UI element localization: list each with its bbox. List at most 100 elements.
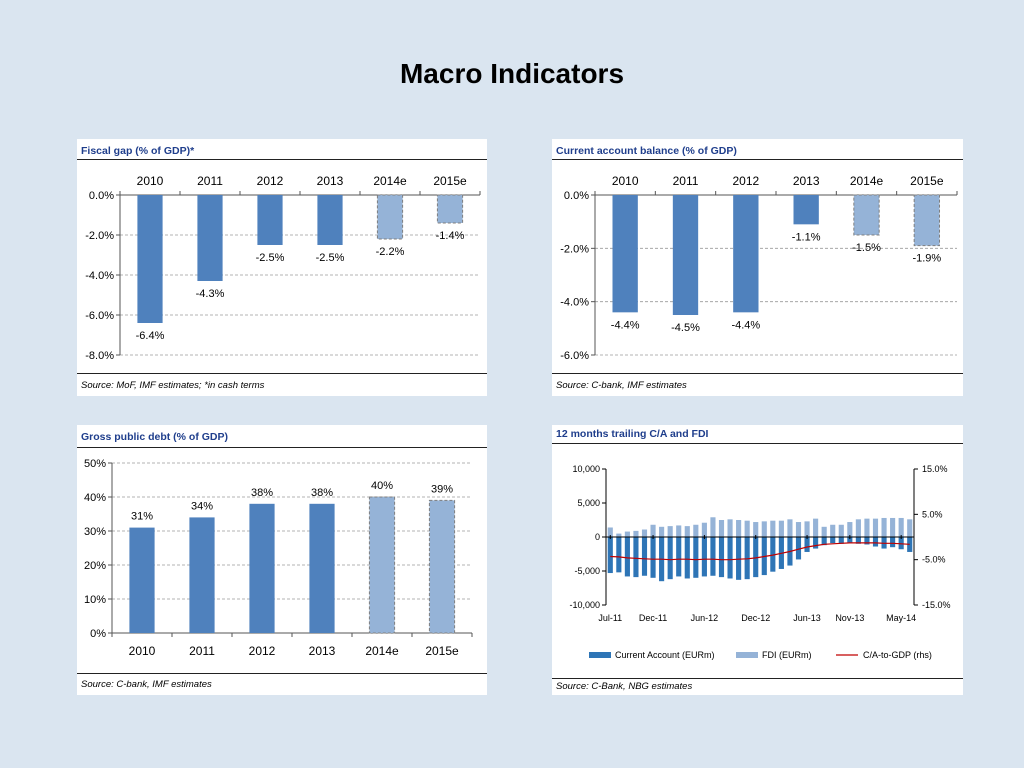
data-label: 31% bbox=[131, 511, 153, 523]
fiscal-gap-panel: Fiscal gap (% of GDP)* 0.0% -2.0% -4.0% -6.… bbox=[77, 139, 487, 396]
fdi-bar bbox=[641, 529, 648, 537]
bar bbox=[317, 195, 343, 245]
x-tick-label: Jun-13 bbox=[793, 613, 821, 623]
ca-to-gdp-line bbox=[610, 542, 910, 561]
current-account-bar bbox=[701, 537, 707, 577]
fdi-bar bbox=[881, 517, 887, 537]
bar bbox=[612, 195, 638, 313]
current-account-bar bbox=[676, 537, 682, 577]
fdi-bar bbox=[778, 520, 784, 537]
y-tick-label: -5,000 bbox=[574, 566, 600, 576]
fdi-bar bbox=[736, 520, 742, 537]
bar bbox=[913, 194, 941, 247]
current-account-bar bbox=[641, 537, 648, 576]
data-label: -2.5% bbox=[316, 252, 345, 264]
current-account-bar bbox=[693, 537, 699, 578]
fdi-bar bbox=[795, 522, 802, 537]
legend-label: FDI (EURm) bbox=[762, 650, 812, 660]
y-tick-label: 10,000 bbox=[572, 464, 600, 474]
y2-tick-label: 15.0% bbox=[922, 464, 948, 474]
fdi-bar bbox=[718, 520, 725, 537]
bar bbox=[853, 194, 880, 236]
data-label: 40% bbox=[371, 480, 393, 492]
y-tick-label: -4.0% bbox=[560, 297, 589, 309]
trailing-ca-fdi-panel: 12 months trailing C/A and FDI 10,000 5,0… bbox=[552, 425, 963, 695]
legend-swatch-fdi bbox=[736, 652, 758, 658]
trailing-ca-fdi-source: Source: C-Bank, NBG estimates bbox=[556, 681, 693, 692]
title-rule bbox=[77, 447, 487, 448]
public-debt-title: Gross public debt (% of GDP) bbox=[81, 431, 229, 443]
title-rule bbox=[77, 159, 487, 160]
current-account-bar bbox=[736, 537, 742, 580]
category-label: 2014e bbox=[365, 644, 399, 658]
bar bbox=[137, 195, 163, 323]
y-tick-label: -4.0% bbox=[85, 270, 114, 282]
fdi-bar bbox=[787, 519, 793, 537]
current-account-bar bbox=[650, 537, 656, 578]
data-label: -4.3% bbox=[196, 288, 225, 300]
x-tick-label: Jun-12 bbox=[691, 613, 719, 623]
public-debt-source: Source: C-bank, IMF estimates bbox=[81, 679, 212, 690]
fdi-bar bbox=[804, 521, 810, 537]
fdi-bar bbox=[821, 526, 827, 537]
bar bbox=[733, 195, 759, 313]
fdi-bar bbox=[838, 524, 844, 537]
current-account-bar bbox=[710, 537, 716, 576]
current-account-bar bbox=[847, 537, 853, 543]
current-account-bar bbox=[607, 537, 613, 574]
data-label: -2.2% bbox=[376, 246, 405, 258]
x-tick-label: Dec-12 bbox=[741, 613, 770, 623]
bar bbox=[672, 195, 699, 315]
current-account-bar bbox=[907, 537, 913, 552]
fiscal-gap-chart: 0.0% -2.0% -4.0% -6.0% -8.0% 2010 -6.4% 2011 -4.… bbox=[85, 174, 481, 362]
category-label: 2010 bbox=[612, 174, 639, 188]
current-account-bar bbox=[718, 537, 725, 578]
category-label: 2011 bbox=[197, 174, 223, 188]
fdi-bar bbox=[855, 519, 861, 537]
bar bbox=[257, 195, 283, 245]
category-label: 2010 bbox=[129, 644, 156, 658]
page-title: Macro Indicators bbox=[399, 58, 625, 89]
data-label: -1.4% bbox=[436, 230, 465, 242]
current-account-bar bbox=[727, 537, 733, 579]
current-account-bar bbox=[616, 537, 622, 573]
fdi-bar bbox=[650, 524, 656, 537]
category-label: 2011 bbox=[189, 644, 215, 658]
fdi-bar bbox=[633, 530, 639, 537]
y-tick-label: 30% bbox=[84, 526, 106, 538]
current-account-bar bbox=[770, 537, 776, 572]
y-tick-label: 0 bbox=[595, 532, 600, 542]
data-label: 39% bbox=[431, 483, 453, 495]
current-account-panel: Current account balance (% of GDP) 0.0% -… bbox=[552, 139, 963, 396]
y-tick-label: 5,000 bbox=[577, 498, 600, 508]
data-label: 34% bbox=[191, 500, 213, 512]
y-tick-label: 10% bbox=[84, 594, 106, 606]
category-label: 2015e bbox=[425, 644, 459, 658]
title-rule bbox=[552, 443, 963, 444]
bar bbox=[189, 517, 215, 633]
category-label: 2014e bbox=[373, 174, 407, 188]
legend-label: C/A-to-GDP (rhs) bbox=[863, 650, 932, 660]
current-account-bar bbox=[830, 537, 836, 544]
fdi-bar bbox=[616, 533, 622, 537]
category-label: 2015e bbox=[433, 174, 467, 188]
fdi-bar bbox=[710, 517, 716, 537]
current-account-bar bbox=[795, 537, 802, 560]
fdi-bar bbox=[676, 525, 682, 537]
current-account-bar bbox=[864, 537, 870, 545]
current-account-bar bbox=[744, 537, 750, 580]
fiscal-gap-title: Fiscal gap (% of GDP)* bbox=[81, 145, 195, 157]
bar bbox=[129, 527, 155, 633]
category-label: 2012 bbox=[732, 174, 759, 188]
current-account-bar bbox=[804, 537, 810, 552]
x-tick-label: May-14 bbox=[886, 613, 916, 623]
current-account-bar bbox=[872, 537, 879, 547]
current-account-bar bbox=[624, 537, 630, 577]
fdi-bar bbox=[659, 526, 665, 537]
fiscal-gap-source: Source: MoF, IMF estimates; *in cash ter… bbox=[81, 380, 265, 391]
fdi-bar bbox=[864, 518, 870, 537]
current-account-bar bbox=[838, 537, 844, 544]
category-label: 2012 bbox=[257, 174, 284, 188]
category-label: 2013 bbox=[309, 644, 336, 658]
x-tick-label: Jul-11 bbox=[598, 613, 622, 623]
